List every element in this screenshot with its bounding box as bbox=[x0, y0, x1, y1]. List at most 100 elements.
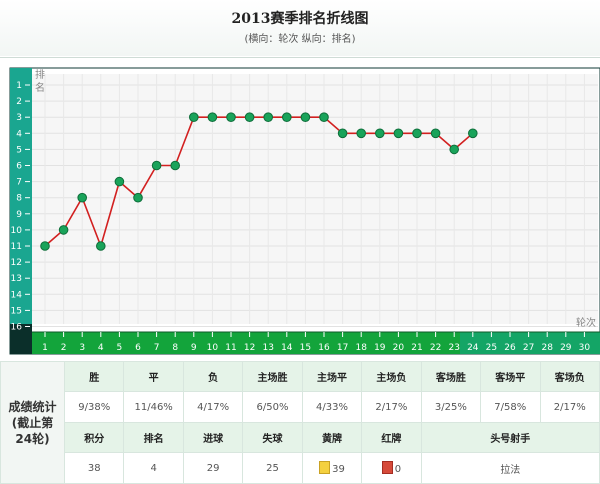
y-axis-label: 名 bbox=[35, 81, 45, 94]
y-tick-label: 9 bbox=[16, 210, 22, 220]
value-points: 38 bbox=[63, 452, 125, 484]
x-axis-band bbox=[32, 332, 600, 354]
header-away-wins: 客场胜 bbox=[420, 361, 482, 392]
rank-point bbox=[375, 128, 385, 139]
y-tick-label: 8 bbox=[16, 194, 22, 204]
x-tick-label: 28 bbox=[541, 343, 553, 353]
header-losses: 负 bbox=[182, 361, 244, 392]
header-rank: 排名 bbox=[123, 422, 184, 453]
header-wins: 胜 bbox=[63, 361, 125, 392]
x-tick-label: 30 bbox=[579, 343, 591, 353]
header-divider bbox=[0, 57, 600, 58]
rank-point bbox=[337, 128, 348, 139]
x-tick-label: 9 bbox=[191, 343, 197, 353]
y-tick-label: 3 bbox=[16, 113, 22, 123]
y-tick-label: 13 bbox=[11, 274, 22, 284]
x-tick-label: 24 bbox=[467, 343, 479, 353]
x-tick-label: 16 bbox=[318, 343, 330, 353]
x-tick-label: 3 bbox=[79, 343, 85, 353]
value-wins: 9/38% bbox=[63, 391, 125, 423]
header-home-wins: 主场胜 bbox=[242, 361, 303, 392]
stats-side-label: 成绩统计 (截止第 24轮) bbox=[0, 361, 65, 484]
header-home-draws: 主场平 bbox=[301, 361, 363, 392]
rank-point bbox=[393, 128, 404, 139]
rank-point bbox=[40, 241, 50, 251]
axis-corner bbox=[10, 324, 32, 354]
value-rank: 4 bbox=[123, 452, 184, 484]
yellow-card-count: 39 bbox=[332, 464, 345, 475]
value-losses: 4/17% bbox=[182, 391, 244, 423]
y-axis-label: 排 bbox=[35, 68, 45, 81]
season-stats-table: 成绩统计 (截止第 24轮) 胜 平 负 主场胜 主场平 主场负 客场胜 客场平… bbox=[0, 361, 600, 484]
value-draws: 11/46% bbox=[123, 391, 184, 423]
rank-point bbox=[282, 112, 292, 123]
y-tick-label: 1 bbox=[16, 81, 22, 91]
value-top-scorer[interactable]: 拉法 bbox=[420, 452, 600, 484]
red-card-count: 0 bbox=[394, 464, 402, 475]
x-tick-label: 7 bbox=[154, 343, 160, 353]
header-red-cards: 红牌 bbox=[361, 422, 422, 453]
value-home-wins: 6/50% bbox=[242, 391, 303, 423]
x-tick-label: 8 bbox=[172, 343, 178, 353]
value-goals-for: 29 bbox=[182, 452, 244, 484]
y-tick-label: 11 bbox=[11, 242, 22, 252]
y-tick-label: 15 bbox=[11, 306, 22, 316]
chart-title: 2013赛季排名折线图 bbox=[231, 11, 369, 27]
x-tick-label: 21 bbox=[411, 343, 422, 353]
header-yellow-cards: 黄牌 bbox=[301, 422, 363, 453]
rank-point bbox=[207, 112, 218, 123]
value-away-draws: 7/58% bbox=[480, 391, 541, 423]
rank-point bbox=[77, 192, 87, 203]
value-home-losses: 2/17% bbox=[361, 391, 422, 423]
x-tick-label: 10 bbox=[207, 343, 219, 353]
y-tick-label: 4 bbox=[16, 129, 22, 139]
x-tick-label: 27 bbox=[523, 343, 534, 353]
rank-point bbox=[300, 112, 311, 123]
x-tick-label: 14 bbox=[281, 343, 293, 353]
y-tick-label: 10 bbox=[11, 226, 23, 236]
x-tick-label: 18 bbox=[355, 343, 367, 353]
x-axis-band-fade bbox=[460, 332, 600, 354]
plot-background bbox=[32, 74, 598, 324]
x-tick-label: 25 bbox=[486, 343, 497, 353]
stats-label-title: 成绩统计 bbox=[8, 399, 57, 414]
x-tick-label: 26 bbox=[504, 343, 516, 353]
rank-point bbox=[244, 112, 255, 123]
rank-point bbox=[151, 160, 162, 171]
x-tick-label: 29 bbox=[560, 343, 572, 353]
x-tick-label: 5 bbox=[117, 343, 123, 353]
rank-point bbox=[319, 112, 329, 123]
rank-point bbox=[114, 176, 125, 187]
header-home-losses: 主场负 bbox=[361, 361, 422, 392]
value-yellow-cards: 39 bbox=[301, 452, 363, 484]
red-card-icon bbox=[381, 461, 393, 474]
yellow-card-icon bbox=[319, 461, 331, 474]
y-tick-label: 7 bbox=[16, 178, 22, 188]
header-draws: 平 bbox=[123, 361, 184, 392]
x-tick-label: 1 bbox=[42, 343, 48, 353]
rank-point bbox=[430, 128, 441, 139]
rank-point bbox=[226, 112, 236, 123]
chart-subtitle: (横向：轮次 纵向：排名) bbox=[244, 34, 356, 45]
value-away-losses: 2/17% bbox=[539, 391, 600, 423]
rank-point bbox=[58, 225, 69, 235]
x-tick-label: 12 bbox=[244, 343, 255, 353]
stats-label-note: (截止第 bbox=[11, 415, 54, 430]
header-points: 积分 bbox=[63, 422, 125, 453]
x-tick-label: 23 bbox=[448, 343, 459, 353]
rank-point bbox=[189, 112, 199, 123]
rank-point bbox=[170, 160, 180, 171]
header-away-draws: 客场平 bbox=[480, 361, 541, 392]
value-goals-against: 25 bbox=[242, 452, 303, 484]
y-tick-label: 5 bbox=[16, 145, 22, 155]
header-away-losses: 客场负 bbox=[539, 361, 600, 392]
value-red-cards: 0 bbox=[361, 452, 422, 484]
y-tick-label: 14 bbox=[11, 290, 23, 300]
x-tick-label: 2 bbox=[61, 343, 67, 353]
x-tick-label: 4 bbox=[98, 343, 104, 353]
y-tick-label: 12 bbox=[11, 258, 22, 268]
rank-point bbox=[468, 128, 478, 139]
stats-label-round: 24轮) bbox=[15, 431, 50, 446]
header-top-scorer: 头号射手 bbox=[420, 422, 600, 453]
